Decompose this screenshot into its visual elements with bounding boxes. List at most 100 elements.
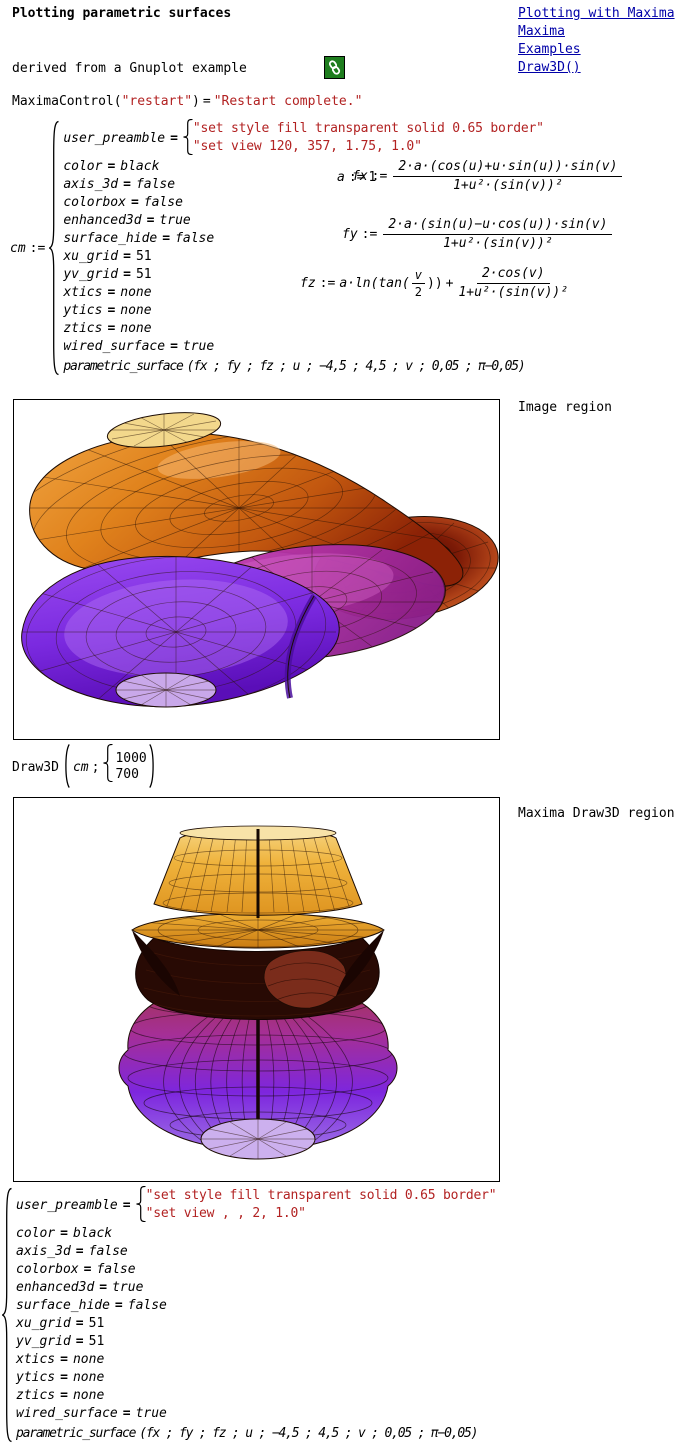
bold-equals: = bbox=[170, 338, 178, 354]
link-maxima[interactable]: Maxima bbox=[518, 24, 565, 39]
link-plotting-with-maxima[interactable]: Plotting with Maxima bbox=[518, 6, 675, 21]
param-name: ytics bbox=[63, 302, 103, 318]
param-value: 51 bbox=[135, 248, 152, 264]
bold-equals: = bbox=[107, 302, 116, 318]
draw3d-call[interactable]: Draw3D cm ; 1000 700 bbox=[12, 744, 157, 790]
param-value: none bbox=[72, 1369, 105, 1385]
param-name: color bbox=[63, 158, 103, 174]
preamble-string: "set view , , 2, 1.0" bbox=[145, 1206, 306, 1221]
param-xu-grid: xu_grid = 51 bbox=[63, 247, 543, 265]
param-name: enhanced3d bbox=[16, 1279, 95, 1295]
fx-denominator: 1+u²·(sin(v))² bbox=[453, 178, 563, 194]
param-value: false bbox=[143, 194, 183, 210]
assign-op: := bbox=[29, 240, 46, 256]
param-wired-surface: wired_surface = true bbox=[16, 1404, 496, 1422]
bottom-definition-block[interactable]: user_preamble = "set style fill transpar… bbox=[2, 1186, 497, 1444]
param-color: color = black bbox=[63, 157, 543, 175]
bold-equals: = bbox=[123, 176, 131, 192]
param-name: xu_grid bbox=[63, 248, 119, 264]
string-brace bbox=[136, 1186, 146, 1222]
link-draw3d[interactable]: Draw3D() bbox=[518, 60, 581, 75]
right-paren bbox=[149, 744, 157, 788]
param-ytics: ytics = none bbox=[16, 1368, 496, 1386]
bold-equals: = bbox=[123, 266, 131, 282]
left-brace bbox=[2, 1186, 12, 1444]
chain-link-icon[interactable] bbox=[324, 56, 345, 79]
cm-definition-block[interactable]: cm := user_preamble = "set style fill tr… bbox=[10, 119, 544, 377]
fy-definition[interactable]: fy := 2·a·(sin(u)−u·cos(u))·sin(v) 1+u²·… bbox=[342, 217, 614, 252]
param-user-preamble: user_preamble = "set style fill transpar… bbox=[16, 1186, 497, 1224]
rparen: ) bbox=[192, 94, 200, 109]
fz-prefix: a·ln(tan( bbox=[339, 276, 410, 292]
fz-numerator: 2·cos(v) bbox=[476, 266, 550, 285]
param-value: true bbox=[112, 1279, 144, 1295]
bold-equals: = bbox=[75, 1243, 84, 1259]
param-value: none bbox=[72, 1351, 105, 1367]
param-axis-3d: axis_3d = false bbox=[16, 1242, 496, 1260]
param-yv-grid: yv_grid = 51 bbox=[63, 265, 543, 283]
fz-fraction: 2·cos(v) 1+u²·(sin(v))² bbox=[458, 266, 568, 301]
param-name: yv_grid bbox=[63, 266, 119, 282]
bold-equals: = bbox=[60, 1387, 68, 1403]
maxima-control-arg: "restart" bbox=[121, 94, 193, 109]
equals: = bbox=[202, 94, 211, 109]
param-value: false bbox=[127, 1297, 167, 1313]
param-xtics: xtics = none bbox=[16, 1350, 496, 1368]
assign-op: := bbox=[361, 227, 378, 243]
bold-equals: = bbox=[122, 1405, 131, 1421]
fx-definition[interactable]: fx := 2·a·(cos(u)+u·sin(u))·sin(v) 1+u²·… bbox=[352, 159, 624, 194]
bold-equals: = bbox=[170, 130, 178, 146]
left-paren bbox=[62, 744, 70, 788]
param-colorbox: colorbox = false bbox=[16, 1260, 496, 1278]
bold-equals: = bbox=[107, 320, 116, 336]
kuen-surface-view1 bbox=[21, 412, 501, 708]
image-region-plot[interactable] bbox=[13, 399, 501, 740]
fy-lhs: fy bbox=[342, 227, 358, 243]
param-name: yv_grid bbox=[16, 1333, 71, 1349]
fy-fraction: 2·a·(sin(u)−u·cos(u))·sin(v) 1+u²·(sin(v… bbox=[383, 217, 613, 252]
param-name: ztics bbox=[63, 320, 103, 336]
semicolon: ; bbox=[91, 759, 100, 775]
maxima-control-func: MaximaControl bbox=[12, 94, 114, 109]
param-yv-grid: yv_grid = 51 bbox=[16, 1332, 496, 1350]
bold-equals: = bbox=[146, 212, 155, 228]
bold-equals: = bbox=[107, 284, 116, 300]
link-examples[interactable]: Examples bbox=[518, 42, 581, 57]
fz-definition[interactable]: fz := a·ln(tan( v 2 )) + 2·cos(v) 1+u²·(… bbox=[300, 266, 570, 301]
fy-denominator: 1+u²·(sin(v))² bbox=[443, 236, 553, 252]
vector-value: 1000 bbox=[115, 751, 147, 766]
parametric-surface-call: parametric_surface (fx ; fy ; fz ; u ; −4… bbox=[63, 355, 543, 377]
param-colorbox: colorbox = false bbox=[63, 193, 543, 211]
bold-equals: = bbox=[75, 1333, 84, 1349]
draw3d-arg: cm bbox=[72, 759, 89, 775]
assign-op: := bbox=[348, 170, 365, 185]
fx-fraction: 2·a·(cos(u)+u·sin(u))·sin(v) 1+u²·(sin(v… bbox=[393, 159, 623, 194]
preamble-string: "set view 120, 357, 1.75, 1.0" bbox=[192, 139, 422, 154]
assign-op: := bbox=[371, 169, 388, 185]
param-name: wired_surface bbox=[16, 1405, 118, 1421]
call-args: (fx ; fy ; fz ; u ; −4,5 ; 4,5 ; v ; 0,0… bbox=[186, 358, 526, 374]
param-enhanced3d: enhanced3d = true bbox=[16, 1278, 496, 1296]
param-axis-3d: axis_3d = false bbox=[63, 175, 543, 193]
param-value: false bbox=[96, 1261, 136, 1277]
fy-numerator: 2·a·(sin(u)−u·cos(u))·sin(v) bbox=[383, 217, 613, 236]
param-surface-hide: surface_hide = false bbox=[63, 229, 543, 247]
param-ytics: ytics = none bbox=[63, 301, 543, 319]
param-name: colorbox bbox=[63, 194, 126, 210]
param-name: ztics bbox=[16, 1387, 56, 1403]
param-ztics: ztics = none bbox=[16, 1386, 496, 1404]
param-name: user_preamble bbox=[16, 1197, 118, 1213]
lparen: ( bbox=[113, 94, 122, 109]
bold-equals: = bbox=[75, 1315, 84, 1331]
param-value: 51 bbox=[135, 266, 152, 282]
a-definition[interactable]: a := 1 bbox=[337, 170, 376, 185]
param-ztics: ztics = none bbox=[63, 319, 543, 337]
param-name: wired_surface bbox=[63, 338, 166, 354]
param-name: surface_hide bbox=[16, 1297, 110, 1313]
maxima-draw3d-plot[interactable] bbox=[13, 797, 500, 1182]
left-brace bbox=[49, 119, 59, 377]
param-name: xtics bbox=[16, 1351, 56, 1367]
bold-equals: = bbox=[60, 1225, 68, 1241]
param-value: true bbox=[182, 338, 215, 354]
param-value: none bbox=[72, 1387, 105, 1403]
